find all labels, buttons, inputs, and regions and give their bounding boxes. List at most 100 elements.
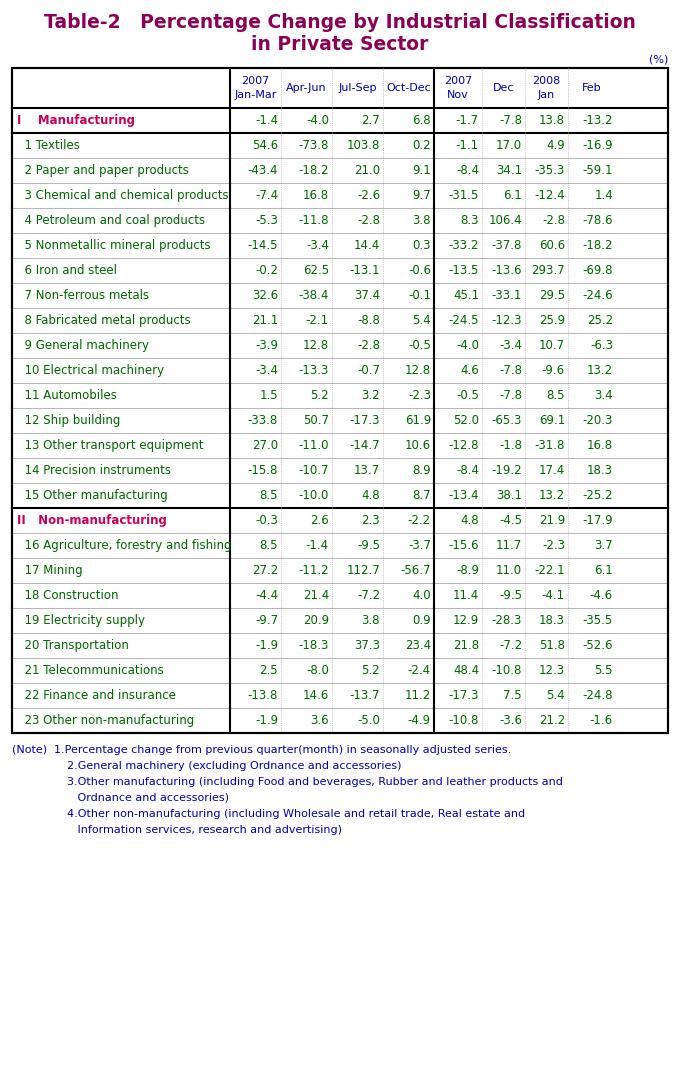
Text: -1.8: -1.8 [499, 439, 522, 452]
Text: -3.4: -3.4 [255, 364, 278, 377]
Text: 5.4: 5.4 [412, 314, 431, 327]
Text: -17.3: -17.3 [350, 414, 380, 427]
Text: Dec: Dec [493, 83, 514, 93]
Text: -9.5: -9.5 [357, 539, 380, 552]
Text: -7.8: -7.8 [499, 390, 522, 403]
Text: -0.7: -0.7 [357, 364, 380, 377]
Text: 21.2: 21.2 [539, 714, 565, 727]
Text: 1.Percentage change from previous quarter(month) in seasonally adjusted series.: 1.Percentage change from previous quarte… [54, 745, 511, 755]
Text: 3.2: 3.2 [361, 390, 380, 403]
Text: -65.3: -65.3 [492, 414, 522, 427]
Text: -8.4: -8.4 [456, 164, 479, 177]
Text: 106.4: 106.4 [488, 214, 522, 227]
Text: -7.8: -7.8 [499, 364, 522, 377]
Text: 8 Fabricated metal products: 8 Fabricated metal products [17, 314, 190, 327]
Text: 16 Agriculture, forestry and fishing: 16 Agriculture, forestry and fishing [17, 539, 231, 552]
Text: -3.4: -3.4 [306, 239, 329, 252]
Text: 2.5: 2.5 [259, 664, 278, 677]
Text: 45.1: 45.1 [453, 289, 479, 302]
Text: -43.4: -43.4 [248, 164, 278, 177]
Text: 6 Iron and steel: 6 Iron and steel [17, 264, 117, 277]
Text: -1.9: -1.9 [255, 639, 278, 652]
Text: -3.7: -3.7 [408, 539, 431, 552]
Text: -7.4: -7.4 [255, 189, 278, 202]
Text: -24.8: -24.8 [583, 689, 613, 702]
Text: 2007
Nov: 2007 Nov [444, 77, 472, 100]
Text: 3.7: 3.7 [594, 539, 613, 552]
Text: -33.1: -33.1 [492, 289, 522, 302]
Text: 17.4: 17.4 [539, 464, 565, 477]
Text: -10.7: -10.7 [299, 464, 329, 477]
Text: 4.8: 4.8 [460, 514, 479, 527]
Text: -11.2: -11.2 [299, 564, 329, 577]
Text: -11.8: -11.8 [299, 214, 329, 227]
Text: 0.3: 0.3 [413, 239, 431, 252]
Text: 25.2: 25.2 [587, 314, 613, 327]
Text: 27.0: 27.0 [252, 439, 278, 452]
Text: -17.9: -17.9 [582, 514, 613, 527]
Text: -1.1: -1.1 [456, 138, 479, 151]
Text: 61.9: 61.9 [405, 414, 431, 427]
Text: 20 Transportation: 20 Transportation [17, 639, 129, 652]
Text: 1.5: 1.5 [259, 390, 278, 403]
Text: -9.6: -9.6 [542, 364, 565, 377]
Text: 15 Other manufacturing: 15 Other manufacturing [17, 489, 168, 502]
Text: -13.6: -13.6 [492, 264, 522, 277]
Text: 21.0: 21.0 [354, 164, 380, 177]
Text: 37.3: 37.3 [354, 639, 380, 652]
Text: 54.6: 54.6 [252, 138, 278, 151]
Text: 8.9: 8.9 [412, 464, 431, 477]
Text: -18.2: -18.2 [299, 164, 329, 177]
Text: -35.3: -35.3 [534, 164, 565, 177]
Text: Apr-Jun: Apr-Jun [286, 83, 327, 93]
Text: -3.6: -3.6 [499, 714, 522, 727]
Text: 48.4: 48.4 [453, 664, 479, 677]
Text: -31.8: -31.8 [534, 439, 565, 452]
Text: 11.7: 11.7 [496, 539, 522, 552]
Text: 6.8: 6.8 [412, 114, 431, 127]
Text: 7 Non-ferrous metals: 7 Non-ferrous metals [17, 289, 149, 302]
Text: -24.5: -24.5 [449, 314, 479, 327]
Text: 8.7: 8.7 [412, 489, 431, 502]
Text: -28.3: -28.3 [492, 613, 522, 626]
Text: 293.7: 293.7 [531, 264, 565, 277]
Text: 4 Petroleum and coal products: 4 Petroleum and coal products [17, 214, 205, 227]
Text: -73.8: -73.8 [299, 138, 329, 151]
Text: -11.0: -11.0 [299, 439, 329, 452]
Text: 8.5: 8.5 [260, 539, 278, 552]
Text: 9 General machinery: 9 General machinery [17, 339, 149, 352]
Text: -24.6: -24.6 [582, 289, 613, 302]
Text: 17 Mining: 17 Mining [17, 564, 83, 577]
Text: -13.8: -13.8 [248, 689, 278, 702]
Text: 21.9: 21.9 [539, 514, 565, 527]
Text: -4.9: -4.9 [408, 714, 431, 727]
Text: 11.2: 11.2 [405, 689, 431, 702]
Text: -13.2: -13.2 [583, 114, 613, 127]
Text: -31.5: -31.5 [449, 189, 479, 202]
Text: 6.1: 6.1 [503, 189, 522, 202]
Text: -14.7: -14.7 [350, 439, 380, 452]
Text: -15.6: -15.6 [449, 539, 479, 552]
Text: 14.6: 14.6 [303, 689, 329, 702]
Text: -0.3: -0.3 [255, 514, 278, 527]
Text: 2 Paper and paper products: 2 Paper and paper products [17, 164, 189, 177]
Text: -8.9: -8.9 [456, 564, 479, 577]
Text: -8.4: -8.4 [456, 464, 479, 477]
Text: 3 Chemical and chemical products: 3 Chemical and chemical products [17, 189, 228, 202]
Text: -4.4: -4.4 [255, 589, 278, 602]
Text: -1.6: -1.6 [590, 714, 613, 727]
Text: -17.3: -17.3 [449, 689, 479, 702]
Text: 4.0: 4.0 [412, 589, 431, 602]
Text: 60.6: 60.6 [539, 239, 565, 252]
Text: 17.0: 17.0 [496, 138, 522, 151]
Text: -2.4: -2.4 [408, 664, 431, 677]
Text: 12.3: 12.3 [539, 664, 565, 677]
Text: 5 Nonmetallic mineral products: 5 Nonmetallic mineral products [17, 239, 211, 252]
Text: 8.5: 8.5 [547, 390, 565, 403]
Text: -2.6: -2.6 [357, 189, 380, 202]
Text: 38.1: 38.1 [496, 489, 522, 502]
Text: 4.6: 4.6 [460, 364, 479, 377]
Text: 2.3: 2.3 [361, 514, 380, 527]
Text: 2008
Jan: 2008 Jan [532, 77, 560, 100]
Text: 12.8: 12.8 [405, 364, 431, 377]
